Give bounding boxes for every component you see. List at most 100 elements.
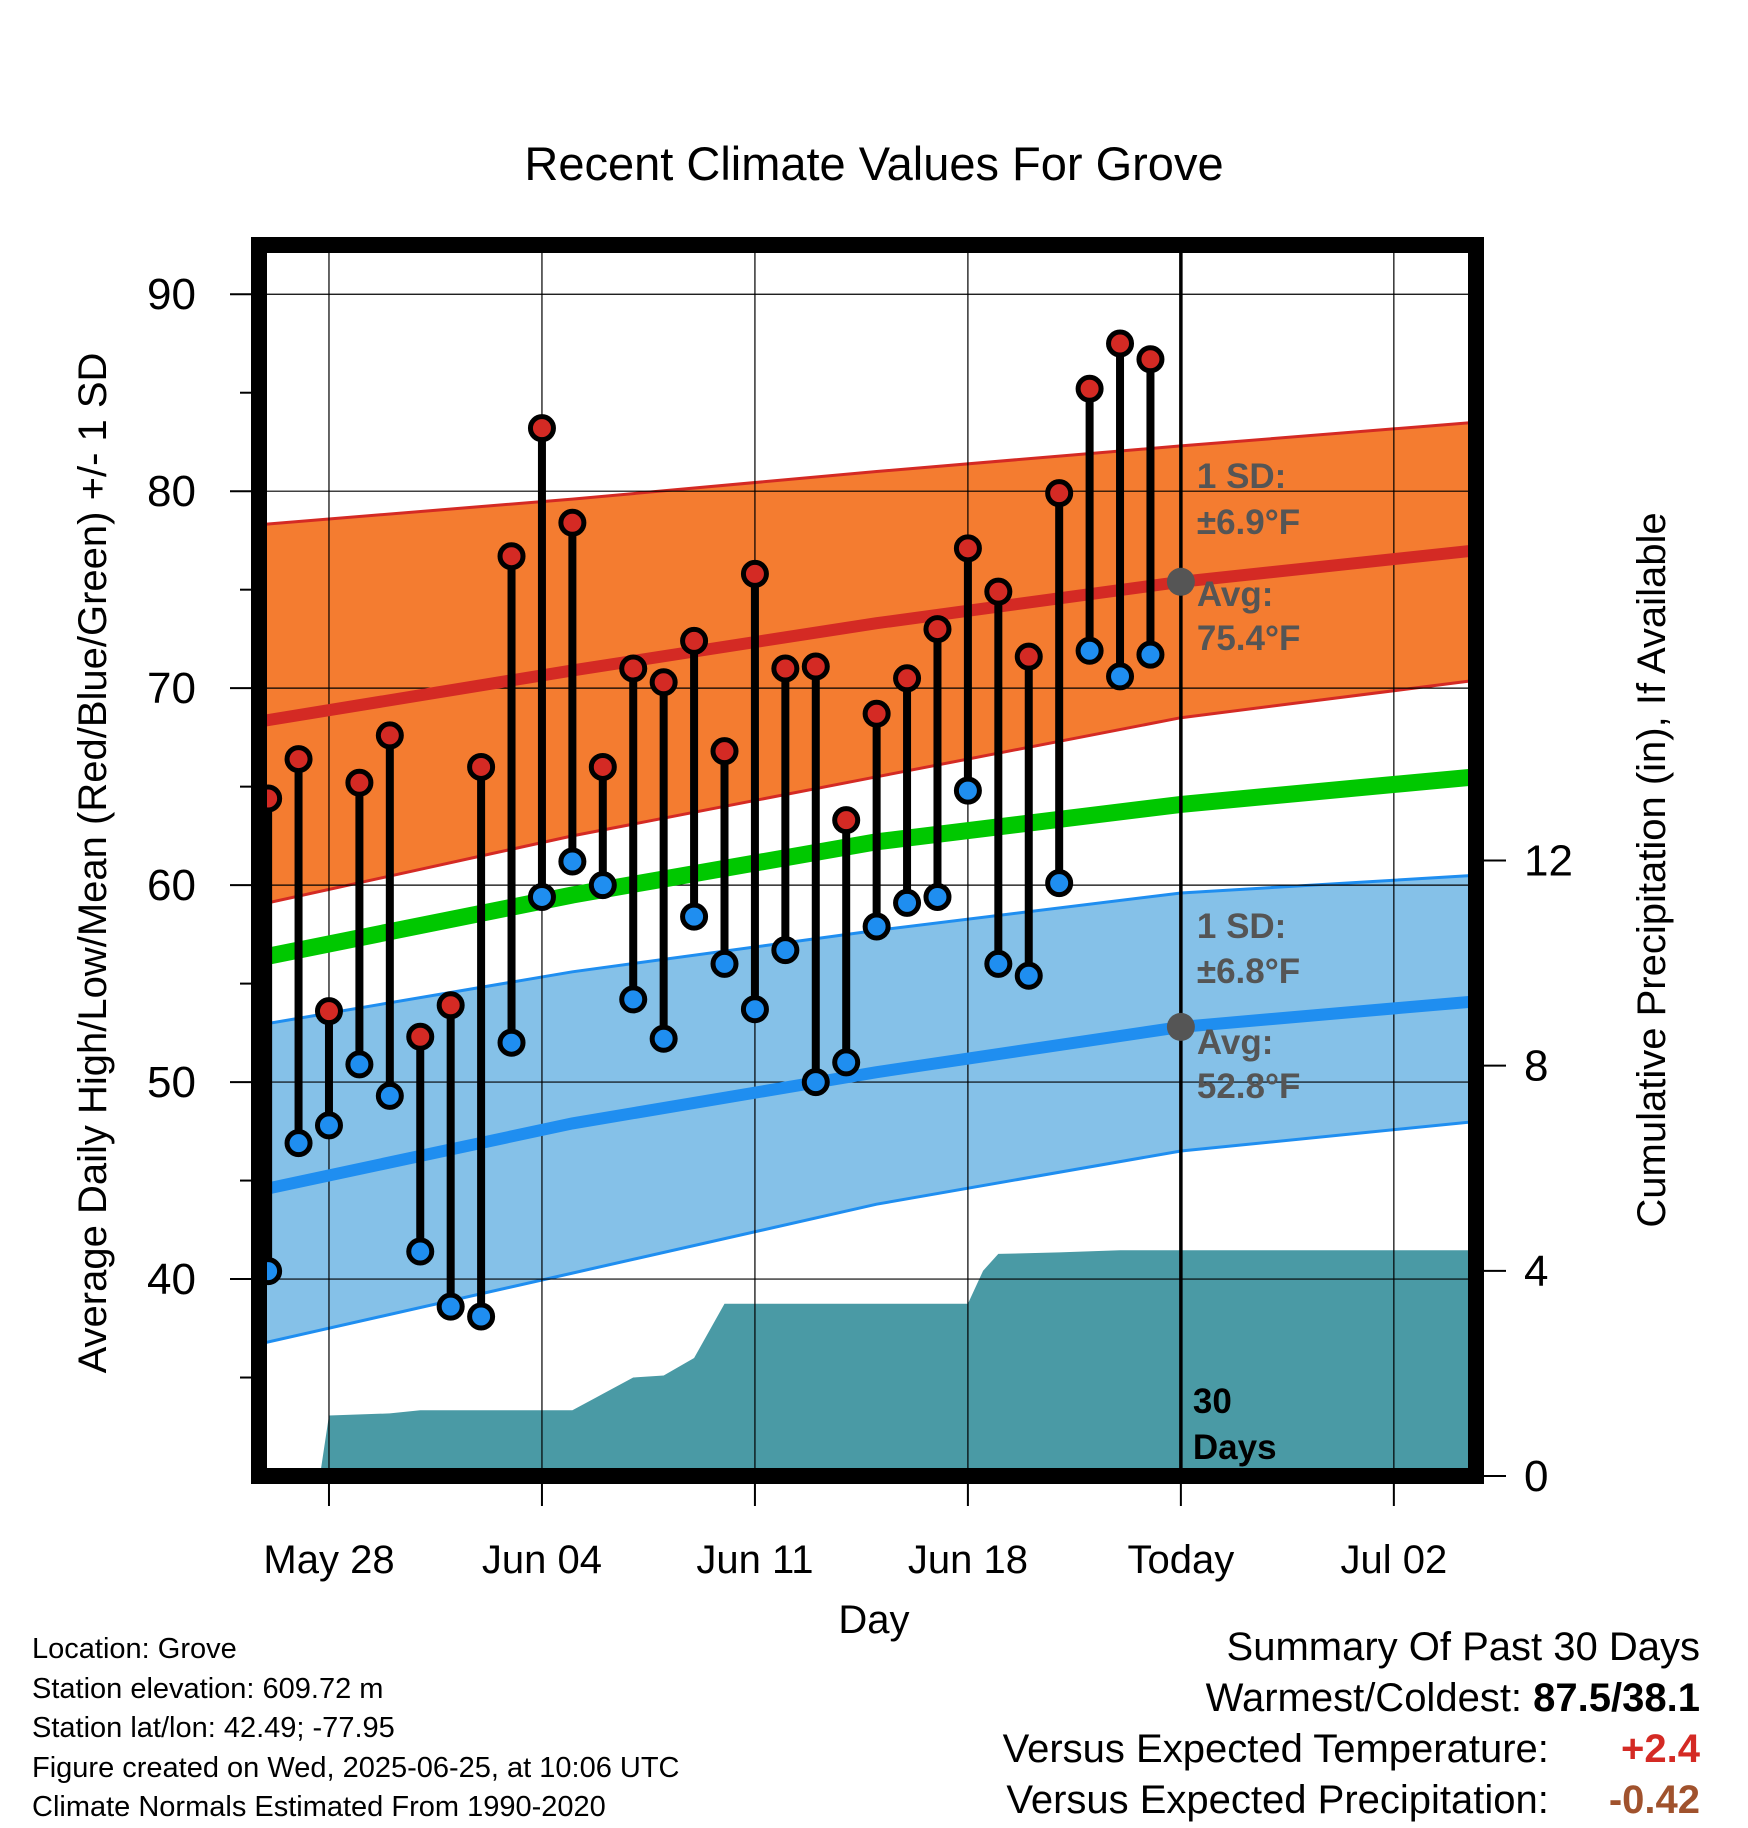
- observed-low-marker: [710, 949, 739, 978]
- y2-tick-label: 4: [1524, 1247, 1548, 1296]
- summary-title: Summary Of Past 30 Days: [1226, 1625, 1700, 1669]
- observed-low-marker: [923, 882, 952, 911]
- observed-high-marker: [862, 699, 891, 728]
- temp-anomaly-label: Versus Expected Temperature:: [1002, 1727, 1549, 1771]
- observed-low-marker: [801, 1068, 830, 1097]
- observed-low-marker: [588, 871, 617, 900]
- warmest-coldest-label: Warmest/Coldest:: [1205, 1676, 1523, 1720]
- plot-frame: [251, 237, 1484, 1484]
- plot-area: 1 SD: ±6.9°F Avg: 75.4°F 1 SD: ±6.8°F Avg: 52.8…: [147, 237, 1573, 1582]
- observed-low-marker: [284, 1129, 313, 1158]
- observed-high-marker: [314, 997, 343, 1026]
- high-sd-upper-line: [259, 420, 1476, 527]
- observed-high-marker: [436, 991, 465, 1020]
- observed-low-marker: [1106, 662, 1135, 691]
- observed-high-marker: [497, 542, 526, 571]
- y2-tick-label: 8: [1524, 1042, 1548, 1091]
- observed-high-marker: [284, 745, 313, 774]
- observed-high-marker: [345, 768, 374, 797]
- y2-axis-label: Cumulative Precipitation (in), If Availa…: [1630, 512, 1674, 1227]
- summary-panel: Summary Of Past 30 Days Warmest/Coldest:…: [1003, 1622, 1700, 1826]
- observed-low-marker: [497, 1028, 526, 1057]
- observed-low-marker: [832, 1048, 861, 1077]
- low-sd-value: ±6.8°F: [1197, 952, 1300, 991]
- observed-high-marker: [771, 654, 800, 683]
- observed-low-marker: [953, 776, 982, 805]
- summary-precipitation: Versus Expected Precipitation: -0.42: [1003, 1775, 1700, 1826]
- low-avg-title: Avg:: [1197, 1023, 1273, 1062]
- y-tick-label: 50: [147, 1058, 196, 1107]
- observed-high-marker: [588, 752, 617, 781]
- observed-high-marker: [1014, 642, 1043, 671]
- high-sd-title: 1 SD:: [1197, 457, 1286, 496]
- observed-high-marker: [375, 721, 404, 750]
- y2-tick-label: 0: [1524, 1452, 1548, 1501]
- today-high-avg-dot: [1166, 567, 1195, 596]
- today-low-avg-dot: [1166, 1012, 1195, 1041]
- observed-low-marker: [314, 1111, 343, 1140]
- observed-low-marker: [527, 882, 556, 911]
- summary-temperature: Versus Expected Temperature: +2.4: [1003, 1724, 1700, 1775]
- observed-low-marker: [893, 888, 922, 917]
- precip-anomaly-value: -0.42: [1608, 1778, 1700, 1822]
- observed-high-marker: [1106, 329, 1135, 358]
- x-tick-label: Jul 02: [1340, 1538, 1447, 1582]
- chart-title: Recent Climate Values For Grove: [524, 137, 1223, 190]
- high-avg-value: 75.4°F: [1197, 619, 1301, 658]
- low-sd-title: 1 SD:: [1197, 907, 1286, 946]
- low-sd-band: [259, 875, 1476, 1344]
- observed-high-marker: [619, 654, 648, 683]
- observed-high-marker: [1045, 479, 1074, 508]
- observed-low-marker: [467, 1302, 496, 1331]
- summary-warmest-coldest: Warmest/Coldest: 87.5/38.1: [1003, 1673, 1700, 1724]
- observed-high-marker: [1075, 374, 1104, 403]
- observed-high-marker: [558, 508, 587, 537]
- low-sd-lower-line: [259, 1120, 1476, 1346]
- observed-low-marker: [740, 995, 769, 1024]
- observed-low-marker: [436, 1292, 465, 1321]
- y-tick-label: 90: [147, 270, 196, 319]
- observed-high-marker: [1136, 345, 1165, 374]
- observed-high-marker: [923, 615, 952, 644]
- created-text: Figure created on Wed, 2025-06-25, at 10…: [32, 1751, 680, 1784]
- observed-high-marker: [953, 534, 982, 563]
- observed-low-marker: [345, 1050, 374, 1079]
- precip-anomaly-label: Versus Expected Precipitation:: [1006, 1778, 1549, 1822]
- y-tick-label: 60: [147, 861, 196, 910]
- y-tick-label: 80: [147, 467, 196, 516]
- y-axis-label: Average Daily High/Low/Mean (Red/Blue/Gr…: [71, 353, 115, 1374]
- observed-low-marker: [1136, 640, 1165, 669]
- observed-low-marker: [1075, 636, 1104, 665]
- observed-low-marker: [771, 936, 800, 965]
- observed-low-marker: [984, 949, 1013, 978]
- normal-high-line: [259, 544, 1476, 728]
- observed-high-marker: [984, 577, 1013, 606]
- observed-high-marker: [832, 806, 861, 835]
- high-avg-title: Avg:: [1197, 575, 1273, 614]
- observed-low-marker: [1014, 961, 1043, 990]
- window-label-days: Days: [1193, 1428, 1277, 1467]
- observed-low-marker: [558, 847, 587, 876]
- precipitation-area: [259, 1250, 1476, 1476]
- observed-low-marker: [680, 902, 709, 931]
- y-tick-label: 70: [147, 664, 196, 713]
- window-label-number: 30: [1193, 1382, 1232, 1421]
- x-tick-label: Jun 18: [908, 1538, 1028, 1582]
- plot-content: [259, 245, 1476, 1476]
- observed-low-marker: [862, 912, 891, 941]
- warmest-coldest-value: 87.5/38.1: [1533, 1676, 1700, 1720]
- high-sd-band: [259, 422, 1476, 905]
- observed-low-marker: [649, 1024, 678, 1053]
- observed-high-marker: [649, 668, 678, 697]
- observed-high-marker: [467, 752, 496, 781]
- temp-anomaly-value: +2.4: [1621, 1727, 1700, 1771]
- observed-low-marker: [375, 1081, 404, 1110]
- observed-low-marker: [1045, 869, 1074, 898]
- x-tick-label: May 28: [263, 1538, 394, 1582]
- observed-high-marker: [801, 652, 830, 681]
- normal-low-line: [259, 995, 1476, 1197]
- observed-high-marker: [527, 414, 556, 443]
- observed-low-marker: [406, 1237, 435, 1266]
- latlon-text: Station lat/lon: 42.49; -77.95: [32, 1712, 395, 1744]
